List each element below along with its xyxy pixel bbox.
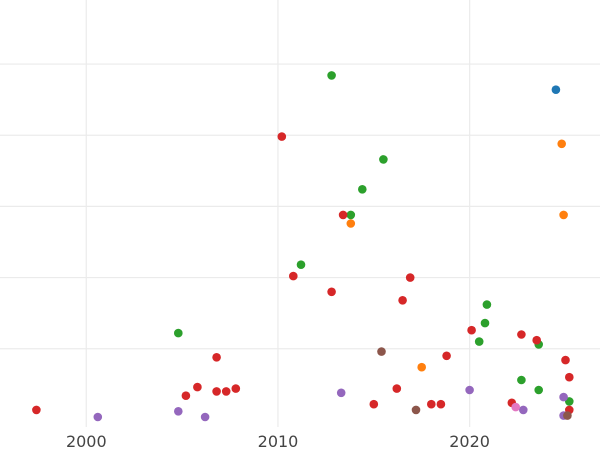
data-point-s1-2 bbox=[346, 219, 356, 228]
data-point-s2-11 bbox=[534, 385, 543, 395]
data-point-s3-12 bbox=[565, 372, 574, 382]
data-point-s3-17 bbox=[392, 384, 402, 393]
data-point-s3-18 bbox=[181, 391, 191, 401]
data-point-s3-21 bbox=[436, 399, 446, 409]
data-point-s4-6 bbox=[519, 405, 528, 415]
data-point-s5-0 bbox=[377, 347, 386, 356]
data-point-s3-9 bbox=[212, 353, 221, 362]
data-point-s3-6 bbox=[467, 325, 476, 335]
data-point-s4-5 bbox=[200, 412, 210, 422]
data-point-s5-1 bbox=[411, 405, 421, 415]
data-point-s2-2 bbox=[358, 185, 367, 194]
data-point-s4-1 bbox=[465, 385, 474, 395]
data-point-s3-14 bbox=[212, 387, 221, 396]
data-point-s2-8 bbox=[474, 337, 484, 346]
y-gridlines bbox=[0, 63, 600, 350]
data-point-s3-4 bbox=[327, 287, 336, 297]
data-point-s1-1 bbox=[559, 210, 568, 220]
data-point-s3-7 bbox=[517, 330, 526, 339]
data-point-s2-10 bbox=[517, 375, 526, 385]
data-point-s5-2 bbox=[563, 411, 572, 420]
data-point-s6-0 bbox=[511, 402, 520, 412]
data-point-s4-2 bbox=[559, 392, 568, 402]
data-point-s2-6 bbox=[480, 318, 490, 328]
data-point-s4-3 bbox=[174, 407, 183, 416]
data-point-s2-4 bbox=[296, 260, 306, 270]
data-point-s1-3 bbox=[417, 362, 427, 372]
data-point-s3-19 bbox=[369, 399, 379, 409]
data-point-s4-0 bbox=[336, 388, 346, 398]
data-point-s3-15 bbox=[221, 387, 231, 396]
x-tick-label-2020: 2020 bbox=[449, 432, 490, 450]
data-point-s3-23 bbox=[32, 405, 41, 415]
data-point-s3-10 bbox=[442, 351, 451, 361]
data-point-s3-3 bbox=[405, 273, 415, 282]
data-point-s4-4 bbox=[93, 412, 103, 422]
data-point-s0-0 bbox=[551, 85, 561, 94]
data-point-s3-8 bbox=[532, 335, 541, 345]
data-point-s3-16 bbox=[231, 384, 241, 393]
data-point-s3-2 bbox=[289, 271, 298, 281]
data-point-s2-7 bbox=[174, 328, 183, 338]
x-tick-label-2000: 2000 bbox=[66, 432, 107, 450]
data-point-s3-5 bbox=[398, 296, 407, 305]
x-tick-labels: 2000 2010 2020 bbox=[66, 432, 490, 450]
x-tick-label-2010: 2010 bbox=[258, 432, 299, 450]
data-point-s2-1 bbox=[379, 155, 388, 164]
data-point-s1-0 bbox=[557, 139, 566, 149]
data-point-s3-20 bbox=[427, 399, 436, 409]
data-point-s3-1 bbox=[338, 210, 348, 220]
data-point-s2-3 bbox=[346, 210, 356, 220]
data-points bbox=[32, 71, 574, 422]
data-point-s3-11 bbox=[561, 355, 570, 365]
data-point-s2-0 bbox=[327, 71, 336, 80]
x-gridlines bbox=[85, 0, 471, 427]
data-point-s2-5 bbox=[482, 300, 492, 309]
data-point-s3-0 bbox=[277, 132, 287, 141]
data-point-s3-13 bbox=[193, 382, 202, 392]
